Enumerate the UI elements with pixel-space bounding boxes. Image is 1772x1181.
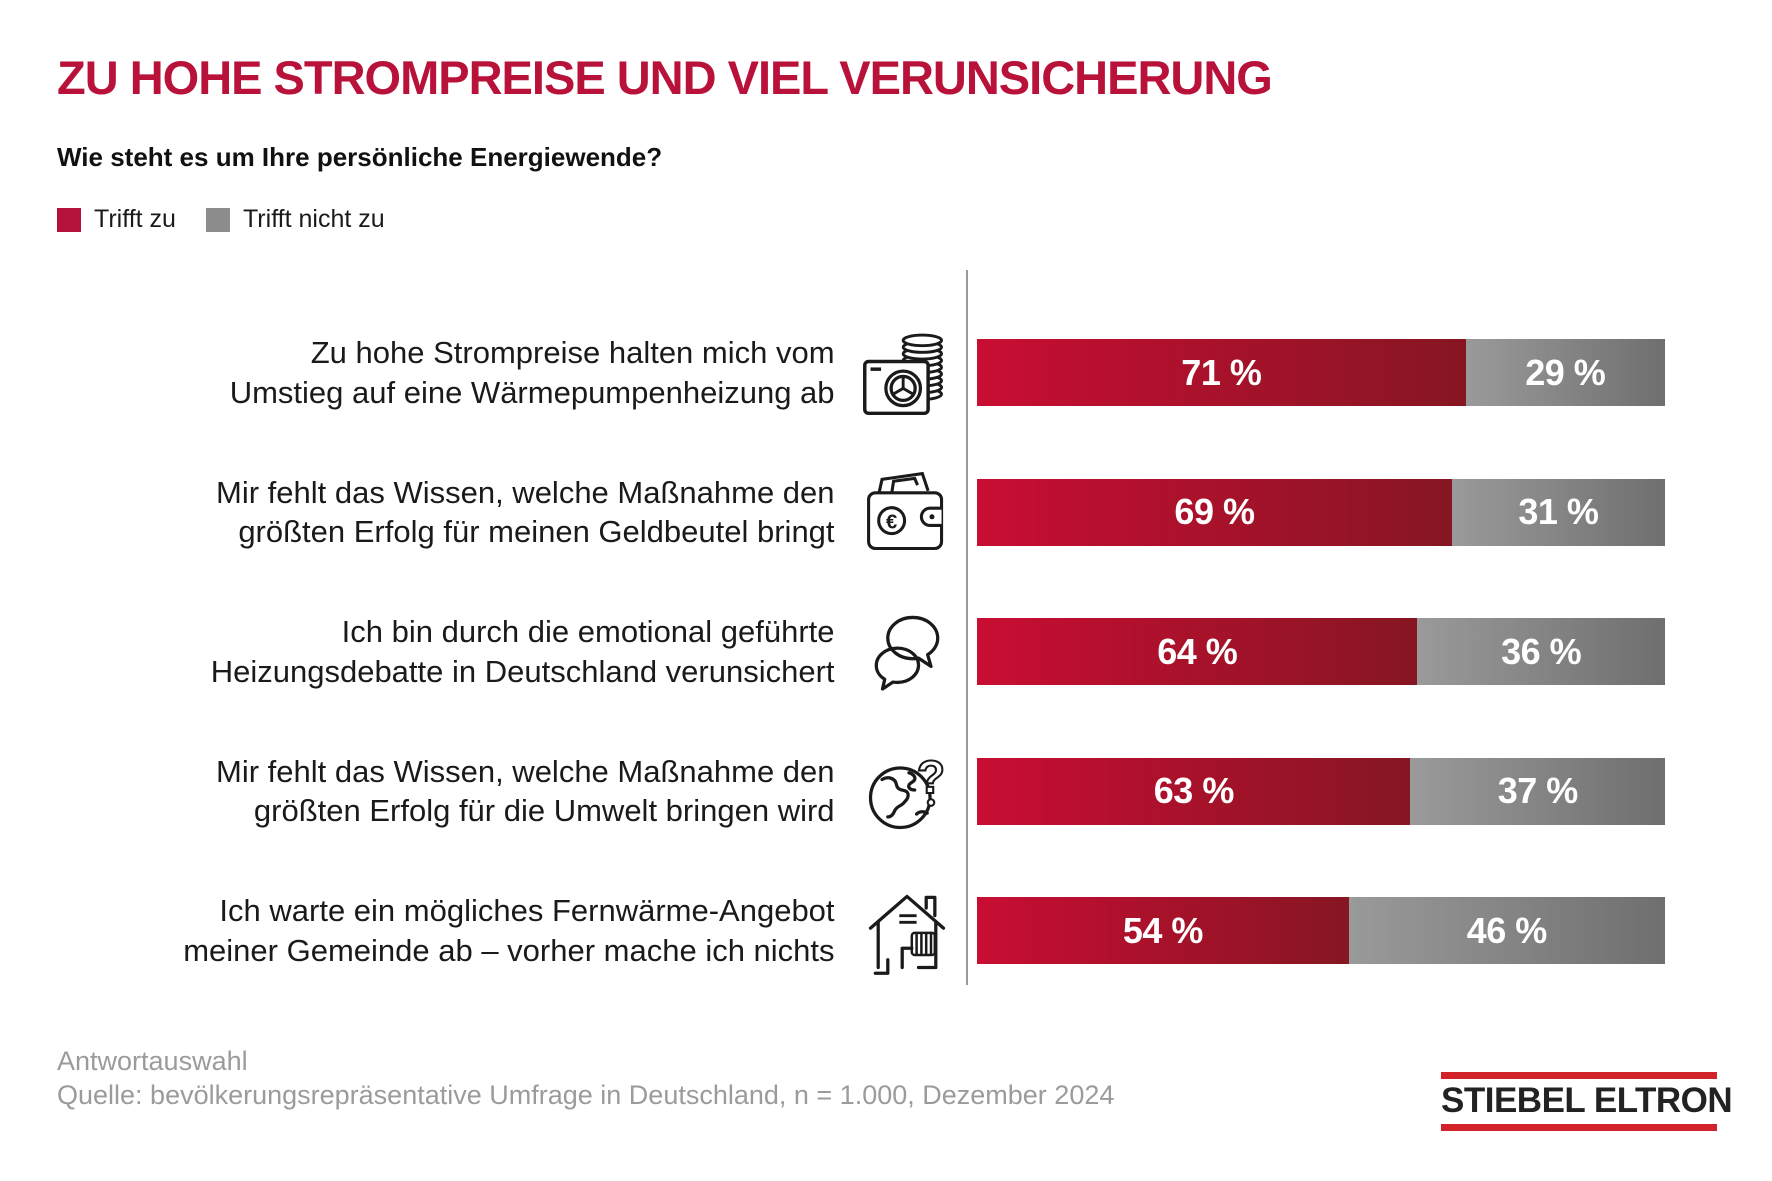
- globe-question-icon: ?: [847, 743, 969, 839]
- row-label-line-1: Ich bin durch die emotional geführte: [341, 614, 835, 650]
- heat-pump-coins-icon: [847, 325, 969, 421]
- legend-item-trifft-nicht-zu: Trifft nicht zu: [205, 205, 385, 234]
- bar-segment-trifft-nicht-zu: 36 %: [1417, 618, 1665, 686]
- svg-text:€: €: [886, 512, 897, 534]
- bar-segment-trifft-zu: 54 %: [977, 897, 1349, 965]
- row-label: Ich bin durch die emotional geführte Hei…: [57, 612, 835, 691]
- stiebel-eltron-logo: STIEBEL ELTRON: [1441, 1072, 1733, 1131]
- stacked-bar-chart: Zu hohe Strompreise halten mich vom Umst…: [57, 303, 1665, 1001]
- logo-text: STIEBEL ELTRON: [1441, 1081, 1733, 1120]
- legend: Trifft zu Trifft nicht zu: [57, 205, 385, 234]
- logo-red-bar-bottom: [1441, 1124, 1717, 1131]
- legend-item-trifft-zu: Trifft zu: [57, 205, 176, 234]
- chart-row: Ich bin durch die emotional geführte Hei…: [57, 582, 1665, 722]
- stacked-bar: 63 % 37 %: [977, 757, 1665, 825]
- legend-swatch-gray: [205, 207, 230, 232]
- legend-label: Trifft zu: [94, 205, 176, 233]
- bar-segment-trifft-zu: 69 %: [977, 478, 1452, 546]
- stacked-bar: 64 % 36 %: [977, 618, 1665, 686]
- footer-note: Antwortauswahl: [57, 1046, 248, 1076]
- row-label: Zu hohe Strompreise halten mich vom Umst…: [57, 333, 835, 412]
- row-label-line-2: meiner Gemeinde ab – vorher mache ich ni…: [183, 932, 835, 968]
- stacked-bar: 71 % 29 %: [977, 339, 1665, 407]
- footer-source: Quelle: bevölkerungsrepräsentative Umfra…: [57, 1080, 1115, 1110]
- wallet-euro-icon: €: [847, 464, 969, 560]
- bar-segment-trifft-nicht-zu: 31 %: [1451, 478, 1665, 546]
- row-label-line-1: Zu hohe Strompreise halten mich vom: [310, 335, 835, 371]
- row-label-line-1: Mir fehlt das Wissen, welche Maßnahme de…: [216, 474, 835, 510]
- legend-swatch-red: [57, 207, 81, 232]
- row-label-line-1: Ich warte ein mögliches Fernwärme-Angebo…: [219, 893, 835, 929]
- bar-segment-trifft-nicht-zu: 37 %: [1410, 757, 1665, 825]
- stacked-bar: 69 % 31 %: [977, 478, 1665, 546]
- bar-segment-trifft-zu: 64 %: [977, 618, 1418, 686]
- chart-row: Mir fehlt das Wissen, welche Maßnahme de…: [57, 443, 1665, 583]
- chart-baseline-divider: [966, 270, 968, 985]
- bar-segment-trifft-zu: 63 %: [977, 757, 1411, 825]
- row-label-line-2: Heizungsdebatte in Deutschland verunsich…: [210, 653, 835, 689]
- row-label-line-1: Mir fehlt das Wissen, welche Maßnahme de…: [216, 753, 835, 789]
- chart-row: Zu hohe Strompreise halten mich vom Umst…: [57, 303, 1665, 443]
- row-label-line-2: Umstieg auf eine Wärmepumpenheizung ab: [229, 374, 835, 410]
- row-label: Mir fehlt das Wissen, welche Maßnahme de…: [57, 752, 835, 831]
- bar-segment-trifft-nicht-zu: 29 %: [1465, 339, 1665, 407]
- chart-row: Mir fehlt das Wissen, welche Maßnahme de…: [57, 722, 1665, 862]
- logo-red-bar-top: [1441, 1072, 1717, 1079]
- page-title: ZU HOHE STROMPREISE UND VIEL VERUNSICHER…: [57, 51, 1273, 104]
- speech-bubbles-icon: [847, 604, 969, 700]
- chart-row: Ich warte ein mögliches Fernwärme-Angebo…: [57, 861, 1665, 1001]
- stacked-bar: 54 % 46 %: [977, 897, 1665, 965]
- row-label: Ich warte ein mögliches Fernwärme-Angebo…: [57, 891, 835, 970]
- bar-segment-trifft-zu: 71 %: [977, 339, 1466, 407]
- legend-label: Trifft nicht zu: [242, 205, 385, 233]
- row-label: Mir fehlt das Wissen, welche Maßnahme de…: [57, 473, 835, 552]
- bar-segment-trifft-nicht-zu: 46 %: [1348, 897, 1665, 965]
- row-label-line-2: größten Erfolg für die Umwelt bringen wi…: [253, 793, 835, 829]
- row-label-line-2: größten Erfolg für meinen Geldbeutel bri…: [238, 514, 835, 550]
- chart-question-subtitle: Wie steht es um Ihre persönliche Energie…: [57, 142, 663, 172]
- house-radiator-icon: [847, 883, 969, 979]
- svg-text:?: ?: [917, 751, 945, 803]
